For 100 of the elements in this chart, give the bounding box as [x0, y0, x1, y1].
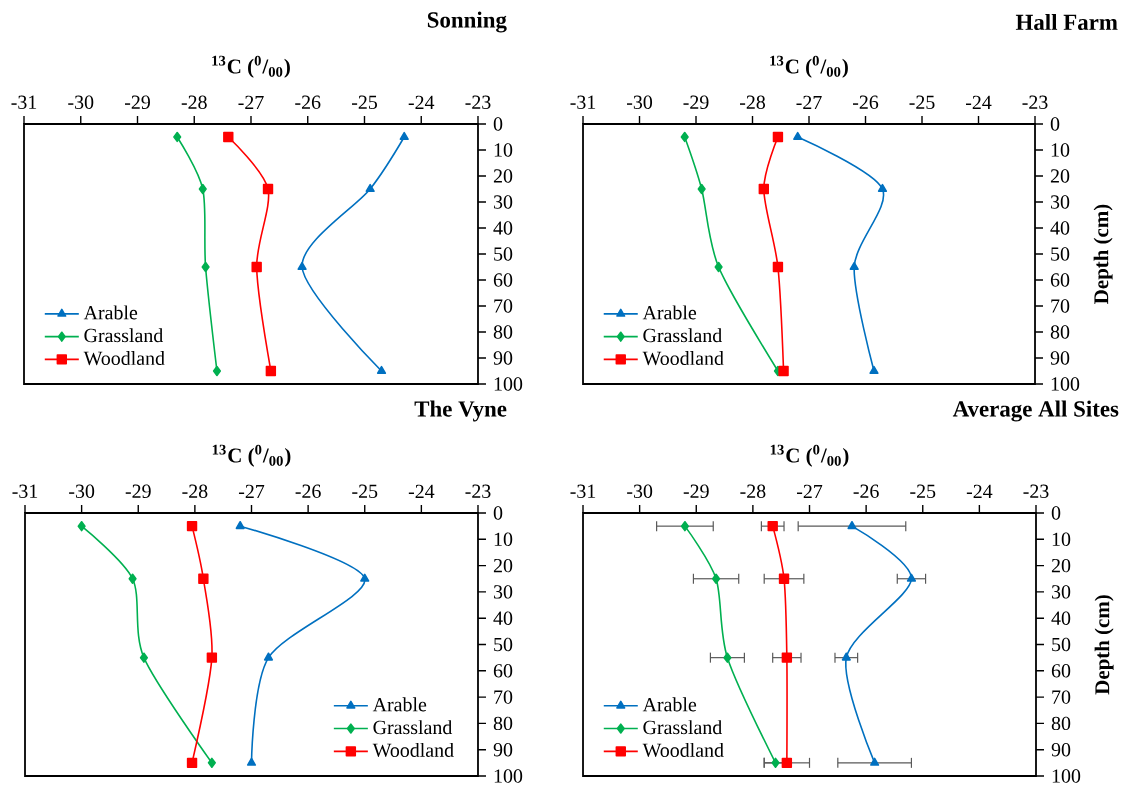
- x-tick-label: -29: [683, 95, 709, 109]
- y-tick-label: 80: [493, 325, 513, 339]
- y-tick-label: 50: [494, 637, 513, 652]
- y-tick-label: 70: [494, 690, 513, 704]
- y-tick-label: 50: [1052, 637, 1071, 652]
- x-tick-label: -30: [626, 95, 653, 109]
- x-tick-label: -23: [1023, 484, 1049, 498]
- x-axis-title: $^{13}$C ($^{0}$/$_{00}$): [770, 444, 849, 467]
- y-axis-title: Depth (cm): [1094, 595, 1114, 695]
- y-tick-label: 90: [493, 351, 513, 365]
- y-tick-label: 10: [1051, 143, 1070, 157]
- y-tick-label: 100: [494, 769, 523, 783]
- y-tick-label: 30: [494, 585, 513, 599]
- x-tick-label: -27: [238, 484, 265, 498]
- point: [778, 573, 790, 584]
- point: [265, 365, 277, 377]
- point: [841, 652, 851, 661]
- legend-label: Woodland: [642, 350, 724, 366]
- y-tick-label: 60: [1051, 664, 1071, 678]
- y-tick-label: 60: [1050, 273, 1070, 287]
- y-tick-label: 90: [1050, 351, 1070, 365]
- x-tick-label: -24: [966, 484, 993, 498]
- chart-title: Sonning: [427, 11, 507, 33]
- point: [869, 365, 879, 374]
- point: [263, 652, 274, 661]
- point: [877, 183, 888, 192]
- legend-label: Arable: [372, 697, 427, 712]
- x-tick-label: -23: [465, 95, 491, 109]
- point: [847, 520, 857, 530]
- x-tick-label: -30: [68, 95, 94, 109]
- x-tick-label: -24: [408, 484, 435, 498]
- y-tick-label: 0: [1050, 117, 1060, 131]
- y-tick-label: 70: [1052, 690, 1071, 704]
- x-axis-title: $^{13}$C ($^{0}$/$_{00}$): [212, 55, 290, 78]
- point: [906, 573, 917, 582]
- point: [186, 757, 198, 769]
- y-tick-label: 20: [493, 169, 513, 183]
- x-tick-label: -30: [627, 484, 653, 498]
- y-tick-label: 50: [494, 247, 513, 261]
- point: [772, 131, 784, 143]
- x-tick-label: -27: [238, 95, 264, 109]
- y-tick-label: 40: [493, 221, 513, 235]
- y-tick-label: 50: [1051, 247, 1070, 261]
- point: [201, 261, 210, 273]
- point: [186, 520, 198, 532]
- point: [870, 757, 880, 766]
- y-axis-title: Depth (cm): [1093, 204, 1113, 304]
- point: [781, 652, 793, 663]
- x-tick-label: -25: [351, 95, 377, 109]
- legend-label: Woodland: [642, 742, 724, 758]
- point: [680, 520, 690, 532]
- point: [376, 365, 387, 374]
- y-tick-label: 30: [1051, 195, 1070, 209]
- point: [711, 573, 721, 584]
- x-tick-label: -26: [853, 484, 879, 498]
- y-tick-label: 80: [1050, 325, 1070, 339]
- y-tick-label: 20: [1050, 169, 1070, 183]
- y-tick-label: 80: [1051, 716, 1071, 731]
- point: [399, 131, 409, 140]
- legend-label: Grassland: [84, 328, 164, 343]
- point: [77, 520, 86, 532]
- y-tick-label: 60: [493, 664, 513, 678]
- x-tick-label: -29: [125, 484, 151, 498]
- x-tick-label: -28: [181, 95, 207, 109]
- x-tick-label: -24: [408, 95, 435, 109]
- point: [778, 365, 789, 377]
- y-tick-label: 90: [493, 742, 513, 757]
- y-tick-label: 40: [493, 611, 513, 625]
- y-tick-label: 100: [494, 377, 523, 391]
- y-tick-label: 40: [1051, 611, 1071, 625]
- y-tick-label: 0: [493, 117, 503, 131]
- x-tick-label: -29: [683, 484, 709, 498]
- y-tick-label: 10: [1052, 532, 1071, 547]
- y-tick-label: 30: [1052, 585, 1071, 599]
- x-tick-label: -24: [965, 95, 992, 109]
- y-tick-label: 70: [494, 299, 513, 313]
- point: [758, 183, 769, 195]
- point: [771, 757, 780, 769]
- point: [128, 573, 137, 584]
- y-tick-label: 100: [1051, 377, 1080, 391]
- x-tick-label: -29: [124, 95, 150, 109]
- point: [212, 365, 222, 377]
- y-tick-label: 60: [493, 273, 513, 287]
- point: [251, 261, 262, 273]
- x-tick-label: -28: [739, 95, 766, 109]
- point: [198, 183, 207, 195]
- point: [772, 261, 784, 273]
- point: [198, 573, 209, 584]
- x-tick-label: -31: [570, 484, 596, 498]
- point: [793, 131, 803, 140]
- point: [206, 652, 218, 663]
- y-tick-label: 30: [494, 195, 513, 209]
- legend-label: Grassland: [373, 720, 453, 735]
- point: [207, 757, 216, 769]
- x-tick-label: -23: [1022, 95, 1048, 109]
- x-axis-title: $^{13}$C ($^{0}$/$_{00}$): [212, 444, 291, 467]
- point: [173, 131, 182, 143]
- x-tick-label: -27: [796, 484, 823, 498]
- point: [139, 652, 149, 663]
- point: [723, 652, 732, 663]
